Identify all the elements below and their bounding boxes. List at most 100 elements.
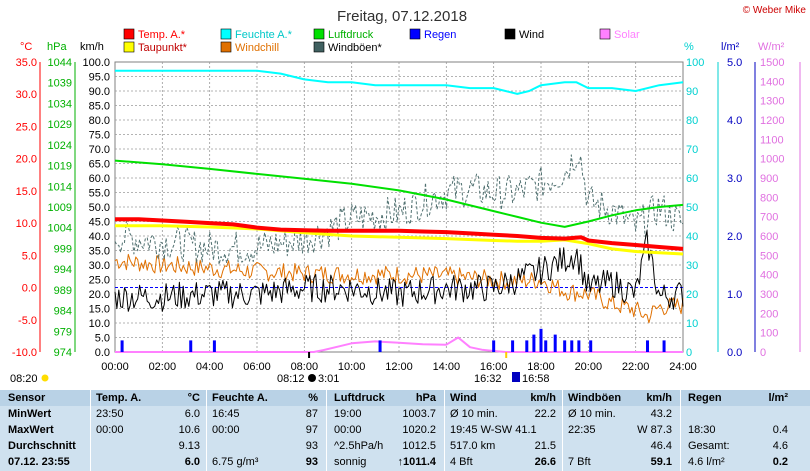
rain-bar [563,340,567,352]
solar-tick-label: 900 [760,173,778,185]
table-header-cell: Regen [688,392,722,404]
table-cell: 4.6 l/m² [688,456,725,468]
series-line-luftdruck [114,159,684,228]
rain-bar [189,340,193,352]
moon-icon [308,374,316,382]
statistics-table: Sensor Temp. A. °C Feuchte A.% Luftdruck hPa W… [0,390,810,471]
column-divider [326,390,327,471]
table-header-cell: l/m² [768,392,788,404]
solar-tick-label: 300 [760,289,778,301]
solar-tick-label: 1300 [760,96,784,108]
legend-swatch [220,41,232,53]
temp-tick-label: 0.0 [22,283,37,295]
rain-bar [570,340,574,352]
table-cell: 517.0 km [450,440,496,452]
table-cell: 22:35 [568,424,596,436]
table-cell: 59.1 [650,456,672,468]
table-cell: 97 [305,424,318,436]
pressure-tick-label: 999 [54,243,72,255]
sun-times: 08:20 08:12 3:01 16:32 16:58 [10,352,550,385]
temp-tick-label: 5.0 [22,250,37,262]
legend-swatch [313,28,325,40]
table-cell: 00:00 [96,424,124,436]
rain-bar [492,340,496,352]
table-cell: 87 [305,408,318,420]
table-header-cell: Sensor [8,392,46,404]
pressure-tick-label: 1029 [48,119,72,131]
wind-tick-label: 15.0 [89,304,110,316]
rain-tick-label: 2.0 [727,231,742,243]
wind-tick-label: 40.0 [89,231,110,243]
solar-tick-label: 1500 [760,57,784,69]
pressure-tick-label: 989 [54,285,72,297]
table-header-cell: Windböen [568,392,622,404]
x-tick-label: 20:00 [575,361,603,373]
humidity-tick-label: 100 [686,57,704,69]
pressure-tick-label: 1044 [48,57,72,69]
table-cell: ↑1011.4 [397,456,436,468]
column-divider [90,390,91,471]
table-row-label: 07.12. 23:55 [8,456,70,468]
sunrise-end-time: 3:01 [318,373,339,385]
pressure-tick-label: 979 [54,326,72,338]
humidity-tick-label: 40 [686,231,698,243]
sunset-icon [512,372,520,382]
x-tick-label: 00:00 [101,361,129,373]
axis-unit-headers: °C hPa km/h% l/m² W/m² [20,41,785,53]
temp-tick-label: 30.0 [16,89,37,101]
solar-unit-label: W/m² [758,41,785,53]
rain-bar [662,340,666,352]
table-cell: sonnig [334,456,367,468]
rain-tick-label: 0.0 [727,347,742,359]
legend: Temp. A.* Feuchte A.* Luftdruck Regen Wind So… [123,28,640,54]
wind-tick-label: 75.0 [89,130,110,142]
table-cell: 46.4 [650,440,672,452]
series-line-windb-en [114,154,684,265]
legend-label: Windchill [235,42,279,54]
table-cell: 00:00 [212,424,240,436]
axis-ticks: 35.0 30.0 25.0 20.0 15.0 10.0 5.0 0.0 -5.0 -10.0 1… [12,57,801,359]
pressure-tick-label: 1034 [48,98,72,110]
pressure-tick-label: 984 [54,306,72,318]
legend-swatch [409,28,421,40]
series-line-windchill [114,253,684,324]
solar-tick-label: 600 [760,231,778,243]
rain-bar [544,340,548,352]
copyright-text: © Weber Mike [743,5,807,16]
wind-tick-label: 5.0 [95,333,110,345]
x-tick-label: 24:00 [669,361,697,373]
temp-tick-label: -5.0 [18,315,37,327]
x-tick-label: 04:00 [196,361,224,373]
wind-tick-label: 35.0 [89,246,110,258]
legend-swatch [599,28,611,40]
table-cell: 0.4 [772,424,788,436]
table-cell: 23:50 [96,408,124,420]
table-cell: 0.2 [772,456,788,468]
wind-tick-label: 50.0 [89,202,110,214]
wind-tick-label: 0.0 [95,347,110,359]
table-row-label: Durchschnitt [8,440,76,452]
table-cell: 1012.5 [402,440,436,452]
rain-tick-label: 3.0 [727,173,742,185]
table-cell: 43.2 [650,408,672,420]
table-header-cell: Temp. A. [96,392,142,404]
column-divider [206,390,207,471]
wind-tick-label: 100.0 [82,57,110,69]
legend-label: Wind [519,29,544,41]
rain-bar [553,334,557,352]
humidity-tick-label: 70 [686,144,698,156]
rain-bar [646,340,649,352]
pressure-tick-label: 1009 [48,202,72,214]
wind-tick-label: 65.0 [89,159,110,171]
table-cell: 16:45 [212,408,240,420]
pressure-tick-label: 1019 [48,161,72,173]
rain-tick-label: 4.0 [727,115,742,127]
legend-label: Luftdruck [328,29,374,41]
x-tick-label: 06:00 [243,361,271,373]
table-row-label: MaxWert [8,424,54,436]
pressure-tick-label: 974 [54,347,72,359]
x-axis: 00:00 02:00 04:00 06:00 08:00 10:00 12:00 14:00… [101,361,697,373]
wind-tick-label: 55.0 [89,188,110,200]
wind-tick-label: 45.0 [89,217,110,229]
chart-title: Freitag, 07.12.2018 [337,8,467,25]
